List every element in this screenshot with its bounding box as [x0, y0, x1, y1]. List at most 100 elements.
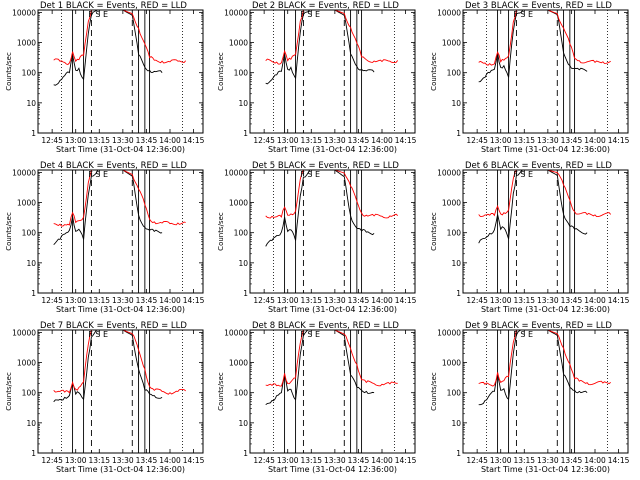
y-tick-label: 100 [234, 229, 249, 238]
y-tick-label: 10000 [224, 328, 248, 337]
y-tick-label: 1 [456, 449, 461, 458]
x-tick-label: 14:15 [395, 296, 417, 305]
series-line-lld [478, 10, 611, 66]
x-tick-label: 14:15 [183, 456, 205, 465]
panel-title: Det 1 BLACK = Events, RED = LLD [40, 1, 187, 11]
y-axis-label: Counts/sec [430, 372, 438, 411]
y-tick-label: 10 [451, 99, 461, 108]
y-tick-label: 100 [447, 389, 462, 398]
panel-title: Det 3 BLACK = Events, RED = LLD [465, 1, 612, 11]
x-tick-label: 12:45 [41, 136, 63, 145]
x-tick-label: 12:45 [466, 296, 488, 305]
y-tick-label: 10000 [12, 8, 36, 17]
y-tick-label: 1000 [17, 199, 36, 208]
x-tick-label: 13:15 [513, 456, 535, 465]
y-tick-label: 100 [447, 69, 462, 78]
x-tick-label: 13:00 [490, 136, 512, 145]
panel-title: Det 6 BLACK = Events, RED = LLD [465, 161, 612, 171]
x-tick-label: 13:45 [348, 456, 370, 465]
y-tick-label: 1 [456, 129, 461, 138]
y-axis-label: Counts/sec [217, 52, 225, 91]
x-tick-label: 13:00 [65, 456, 87, 465]
y-tick-label: 1000 [442, 359, 461, 368]
x-tick-label: 14:00 [159, 296, 181, 305]
attenuator-markers: F S E [300, 10, 320, 19]
panel-frame [249, 9, 416, 134]
y-tick-label: 1 [456, 289, 461, 298]
series-line-lld [265, 330, 398, 387]
x-tick-label: 13:15 [88, 456, 110, 465]
y-tick-label: 1 [31, 129, 36, 138]
attenuator-markers: F S E [513, 170, 533, 179]
y-tick-label: 10000 [12, 328, 36, 337]
y-tick-label: 100 [22, 389, 37, 398]
detector-panel-7: Det 7 BLACK = Events, RED = LLD 1 10 100 100… [5, 321, 205, 474]
x-tick-label: 14:00 [159, 456, 181, 465]
panel-title: Det 2 BLACK = Events, RED = LLD [252, 1, 399, 11]
y-tick-label: 100 [447, 229, 462, 238]
y-tick-label: 1000 [442, 199, 461, 208]
panel-frame [249, 169, 416, 294]
y-tick-label: 1000 [17, 359, 36, 368]
x-tick-label: 13:00 [490, 296, 512, 305]
attenuator-markers: F S E [88, 330, 108, 339]
y-tick-label: 1 [31, 449, 36, 458]
x-axis-label: Start Time (31-Oct-04 12:36:00) [268, 465, 397, 474]
detector-panel-3: Det 3 BLACK = Events, RED = LLD 1 10 100 100… [430, 1, 630, 154]
series-line-lld [53, 170, 186, 227]
x-axis-label: Start Time (31-Oct-04 12:36:00) [268, 305, 397, 314]
detector-panel-2: Det 2 BLACK = Events, RED = LLD 1 10 100 100… [217, 1, 417, 154]
y-tick-label: 10000 [12, 168, 36, 177]
x-tick-label: 14:15 [608, 136, 630, 145]
y-axis-label: Counts/sec [5, 212, 13, 251]
x-tick-label: 14:00 [159, 136, 181, 145]
attenuator-markers: F S E [300, 170, 320, 179]
x-tick-label: 13:00 [277, 456, 299, 465]
series-line-lld [53, 330, 186, 395]
x-tick-label: 12:45 [253, 456, 275, 465]
x-tick-label: 13:00 [490, 456, 512, 465]
series-line-lld [265, 10, 399, 65]
y-tick-label: 1 [243, 289, 248, 298]
panel-frame [37, 9, 204, 134]
series-line-lld [478, 170, 612, 218]
series-line-lld [265, 170, 398, 219]
y-tick-label: 10 [451, 259, 461, 268]
x-axis-label: Start Time (31-Oct-04 12:36:00) [56, 465, 185, 474]
plot-area [265, 170, 398, 293]
x-tick-label: 12:45 [466, 136, 488, 145]
x-tick-label: 13:45 [136, 136, 158, 145]
y-tick-label: 10 [238, 99, 248, 108]
x-tick-label: 13:30 [537, 456, 559, 465]
panel-title: Det 5 BLACK = Events, RED = LLD [252, 161, 399, 171]
x-tick-label: 13:45 [348, 136, 370, 145]
x-tick-label: 13:45 [561, 456, 583, 465]
x-tick-label: 13:00 [277, 136, 299, 145]
x-tick-label: 14:15 [608, 296, 630, 305]
x-tick-label: 13:30 [324, 456, 346, 465]
x-tick-label: 13:00 [277, 296, 299, 305]
y-tick-label: 100 [22, 69, 37, 78]
plot-area [53, 170, 186, 293]
y-tick-label: 100 [22, 229, 37, 238]
y-axis-label: Counts/sec [5, 372, 13, 411]
plot-area [53, 330, 186, 453]
x-tick-label: 12:45 [41, 456, 63, 465]
series-line-events [478, 10, 588, 83]
x-tick-label: 14:00 [584, 296, 606, 305]
x-tick-label: 13:30 [537, 296, 559, 305]
x-axis-label: Start Time (31-Oct-04 12:36:00) [481, 465, 610, 474]
y-tick-label: 1000 [442, 39, 461, 48]
x-tick-label: 13:45 [561, 296, 583, 305]
series-line-events [53, 170, 163, 246]
y-tick-label: 1000 [17, 39, 36, 48]
y-axis-label: Counts/sec [5, 52, 13, 91]
detector-panel-1: Det 1 BLACK = Events, RED = LLD 1 10 100 100… [5, 1, 205, 154]
panel-title: Det 8 BLACK = Events, RED = LLD [252, 321, 399, 331]
panel-frame [462, 329, 629, 454]
x-tick-label: 13:30 [324, 136, 346, 145]
detector-panel-8: Det 8 BLACK = Events, RED = LLD 1 10 100 100… [217, 321, 417, 474]
y-tick-label: 1000 [229, 39, 248, 48]
x-tick-label: 12:45 [253, 296, 275, 305]
